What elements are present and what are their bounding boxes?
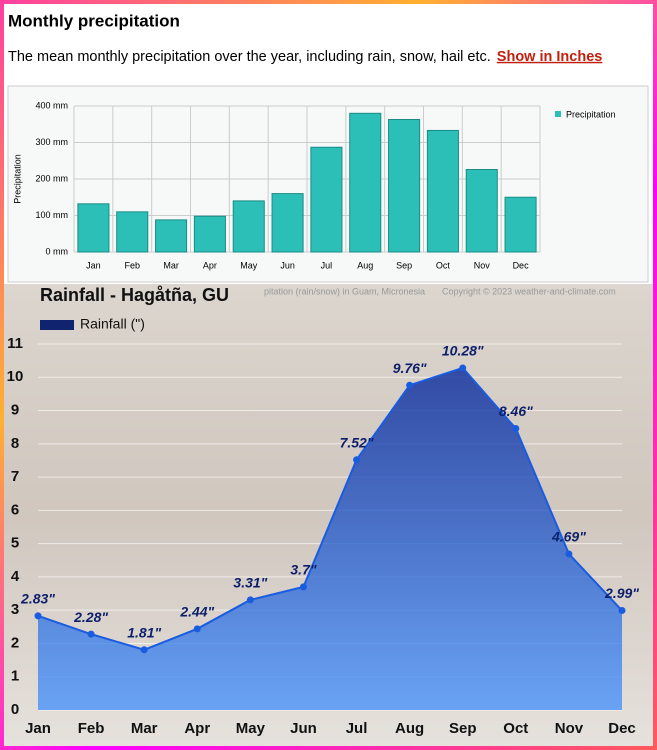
- x-tick-label: Aug: [357, 260, 373, 270]
- x-tick-label: Nov: [474, 260, 491, 270]
- bar: [193, 215, 226, 253]
- bar: [349, 112, 382, 253]
- value-label: 8.46": [499, 403, 533, 419]
- y-tick-label: 200 mm: [35, 173, 68, 183]
- x-tick-label: Mar: [131, 720, 158, 737]
- point: [34, 612, 42, 620]
- x-tick-label: Aug: [395, 720, 424, 737]
- value-label: 3.7": [290, 562, 316, 578]
- point: [246, 596, 254, 604]
- show-in-inches-link[interactable]: Show in Inches: [497, 49, 603, 65]
- x-tick-label: Nov: [555, 720, 584, 737]
- y-tick-label: 5: [11, 535, 19, 552]
- legend-label: Precipitation: [566, 109, 616, 119]
- x-tick-label: Sep: [449, 720, 477, 737]
- x-tick-label: Jan: [25, 720, 51, 737]
- y-tick-label: 2: [11, 634, 19, 651]
- y-tick-label: 6: [11, 501, 19, 518]
- bar: [77, 203, 110, 253]
- chart-credit: Copyright © 2023 weather-and-climate.com: [442, 286, 616, 296]
- y-tick-label: 4: [11, 568, 20, 585]
- y-tick-label: 11: [7, 335, 23, 352]
- y-tick-label: 9: [11, 402, 19, 419]
- value-label: 2.83": [20, 591, 55, 607]
- bar: [155, 219, 188, 253]
- line: [37, 366, 623, 651]
- x-tick-label: Mar: [163, 260, 179, 270]
- point: [140, 646, 148, 654]
- value-label: 4.69": [551, 529, 586, 545]
- subtitle: The mean monthly precipitation over the …: [8, 49, 491, 65]
- y-tick-label: 7: [11, 468, 19, 485]
- bar: [232, 200, 265, 253]
- value-label: 2.28": [73, 609, 108, 625]
- x-tick-label: Oct: [503, 720, 528, 737]
- y-tick-label: 400 mm: [35, 100, 68, 110]
- point: [512, 425, 520, 433]
- value-label: 2.99": [604, 585, 639, 601]
- chart-caption: pitation (rain/snow) in Guam, Micronesia: [264, 286, 425, 296]
- bar: [310, 146, 343, 253]
- x-tick-label: Jul: [346, 720, 368, 737]
- x-tick-label: May: [236, 720, 266, 737]
- value-label: 9.76": [393, 360, 427, 376]
- y-tick-label: 3: [11, 601, 19, 618]
- page: Monthly precipitation The mean monthly p…: [4, 4, 653, 746]
- x-tick-label: Feb: [78, 720, 105, 737]
- bar: [271, 193, 304, 253]
- x-tick-label: Oct: [436, 260, 451, 270]
- x-tick-label: Jun: [290, 720, 317, 737]
- legend-swatch: [40, 320, 74, 330]
- value-label: 1.81": [127, 624, 161, 640]
- section-title: Monthly precipitation: [8, 11, 180, 30]
- legend-swatch: [555, 111, 561, 117]
- value-label: 3.31": [233, 575, 267, 591]
- x-tick-label: Feb: [124, 260, 140, 270]
- value-label: 7.52": [340, 434, 374, 450]
- bar: [388, 119, 421, 253]
- point: [565, 550, 573, 558]
- point: [618, 607, 626, 615]
- y-axis-label: Precipitation: [12, 154, 22, 204]
- x-tick-label: Dec: [513, 260, 530, 270]
- screenshot: Monthly precipitation The mean monthly p…: [4, 11, 653, 746]
- point: [459, 364, 467, 372]
- bar: [504, 196, 537, 253]
- value-label: 2.44": [179, 604, 214, 620]
- value-label: 10.28": [442, 343, 484, 359]
- point: [299, 583, 307, 591]
- bar: [465, 169, 498, 253]
- x-tick-label: Apr: [203, 260, 217, 270]
- y-tick-label: 8: [11, 435, 19, 452]
- x-tick-label: Jul: [321, 260, 333, 270]
- y-tick-label: 10: [7, 368, 24, 385]
- bar: [116, 211, 149, 253]
- x-tick-label: Dec: [608, 720, 636, 737]
- x-tick-label: Jun: [280, 260, 295, 270]
- bar: [426, 129, 459, 253]
- point: [87, 630, 95, 638]
- y-tick-label: 300 mm: [35, 137, 68, 147]
- point: [406, 381, 414, 389]
- point: [193, 625, 201, 633]
- y-tick-label: 1: [11, 668, 19, 685]
- legend-label: Rainfall ("): [80, 316, 145, 332]
- x-tick-label: Jan: [86, 260, 101, 270]
- area: [38, 367, 622, 710]
- x-tick-label: Apr: [184, 720, 210, 737]
- y-tick-label: 0: [11, 701, 19, 718]
- point: [353, 456, 361, 464]
- y-tick-label: 100 mm: [35, 210, 68, 220]
- chart-title: Rainfall - Hagåtña, GU: [40, 285, 229, 305]
- x-tick-label: Sep: [396, 260, 412, 270]
- y-tick-label: 0 mm: [46, 246, 69, 256]
- x-tick-label: May: [240, 260, 258, 270]
